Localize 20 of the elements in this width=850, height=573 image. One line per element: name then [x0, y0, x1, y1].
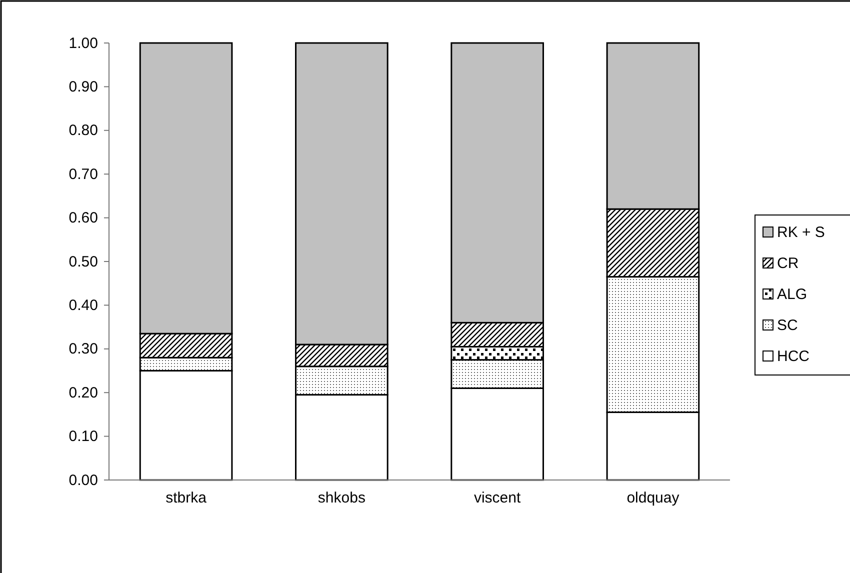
y-tick-label: 0.00 — [68, 472, 98, 489]
y-tick-label: 0.60 — [68, 210, 98, 227]
legend-label: ALG — [777, 286, 808, 303]
legend-label: RK + S — [777, 224, 825, 241]
legend-label: HCC — [777, 348, 810, 365]
y-tick-label: 0.50 — [68, 253, 98, 270]
y-tick-label: 0.80 — [68, 122, 98, 140]
y-tick-label: 0.10 — [68, 428, 98, 446]
y-tick-label: 0.90 — [68, 78, 98, 96]
x-tick-label: shkobs — [318, 490, 366, 506]
y-tick-label: 0.70 — [68, 166, 98, 183]
x-tick-label: viscent — [474, 490, 522, 506]
y-tick-label: 0.20 — [68, 384, 98, 402]
legend-label: SC — [777, 317, 798, 334]
y-tick-label: 0.30 — [68, 340, 98, 358]
x-tick-label: stbrka — [166, 490, 208, 506]
x-tick-label: oldquay — [626, 490, 680, 506]
legend-label: CR — [777, 255, 799, 272]
y-tick-label: 0.40 — [68, 297, 98, 314]
y-tick-label: 1.00 — [68, 34, 98, 52]
